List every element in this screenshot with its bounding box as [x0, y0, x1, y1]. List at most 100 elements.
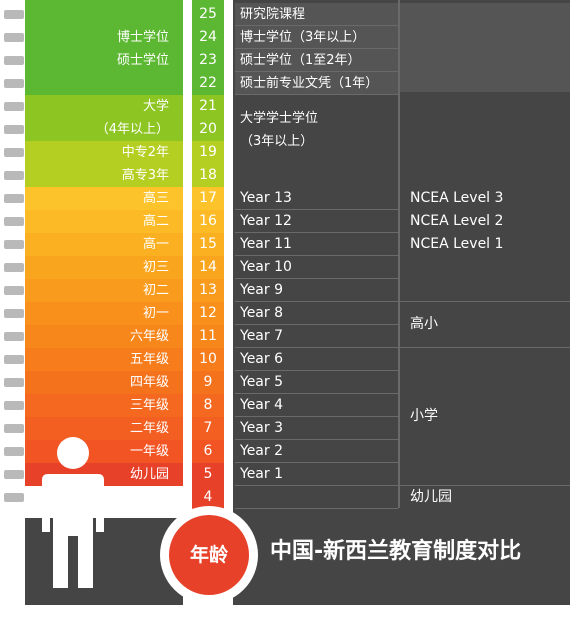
age-value: 5 [203, 466, 213, 482]
china-level-row [25, 0, 183, 26]
tube-segment [192, 95, 224, 118]
nz-level-row [235, 164, 398, 187]
age-value: 24 [199, 29, 217, 45]
tube-segment [192, 394, 224, 417]
nz-level-row: 硕士前专业文凭（1年） [235, 72, 398, 95]
china-level-row: 二年级 [25, 417, 183, 440]
nz-level-row: Year 4 [235, 394, 398, 417]
ruler-tick [4, 401, 24, 410]
age-value: 6 [203, 443, 213, 459]
ruler-tick [4, 309, 24, 318]
ruler-tick [4, 10, 24, 19]
ruler-tick [4, 56, 24, 65]
age-value: 22 [199, 75, 217, 91]
age-value: 19 [199, 144, 217, 160]
age-value: 18 [199, 167, 217, 183]
tube-segment [192, 325, 224, 348]
person-icon [42, 437, 104, 588]
nz-level-row: 研究院课程 [235, 3, 398, 26]
ruler-tick [4, 424, 24, 433]
china-level-row: 高二 [25, 210, 183, 233]
tube-segment [192, 72, 224, 95]
nz-level-row: （3年以上） [240, 134, 314, 149]
nz-level-row: Year 9 [235, 279, 398, 302]
nz-column-divider [398, 0, 400, 508]
nz-level-row: Year 2 [235, 440, 398, 463]
nz-level-row [235, 141, 398, 164]
intermediate-label: 高小 [410, 316, 438, 332]
china-level-row: 大学 [25, 95, 183, 118]
china-level-row: 高专3年 [25, 164, 183, 187]
china-level-row: 初二 [25, 279, 183, 302]
nz-level-row: Year 12 [235, 210, 398, 233]
nz-level-row: 博士学位（3年以上） [235, 26, 398, 49]
nz-level-row: Year 11 [235, 233, 398, 256]
ruler-tick [4, 240, 24, 249]
age-value: 11 [199, 328, 217, 344]
tube-segment [192, 348, 224, 371]
ruler-tick [4, 447, 24, 456]
china-level-row: 初一 [25, 302, 183, 325]
age-value: 14 [199, 259, 217, 275]
ruler-tick [4, 148, 24, 157]
tube-segment [192, 0, 224, 26]
china-level-row: （4年以上） [25, 118, 183, 141]
ruler-tick [4, 332, 24, 341]
china-level-row: 硕士学位 [25, 49, 183, 72]
tube-segment [192, 371, 224, 394]
nz-level-row: Year 1 [235, 463, 398, 486]
ruler-tick [4, 33, 24, 42]
primary-label: 小学 [410, 408, 438, 424]
tube-segment [192, 256, 224, 279]
nz-level-row: Year 10 [235, 256, 398, 279]
ruler-tick [4, 286, 24, 295]
china-level-row: 高三 [25, 187, 183, 210]
china-level-row [25, 72, 183, 95]
tube-segment [192, 210, 224, 233]
ruler-tick [4, 171, 24, 180]
bottom-band [25, 518, 570, 605]
tube-segment [192, 49, 224, 72]
nz-level-row: 硕士学位（1至2年） [235, 49, 398, 72]
ruler-tick [4, 263, 24, 272]
ruler-tick [4, 79, 24, 88]
ncea-level-2: NCEA Level 2 [410, 213, 504, 229]
age-value: 4 [203, 489, 213, 505]
ruler-tick [4, 378, 24, 387]
nz-level-row: 大学学士学位 [240, 111, 319, 126]
ruler-tick [4, 194, 24, 203]
nz-level-row: Year 13 [235, 187, 398, 210]
age-value: 15 [199, 236, 217, 252]
ruler-tick [4, 470, 24, 479]
nz-level-row: Year 7 [235, 325, 398, 348]
ruler-tick [4, 125, 24, 134]
tube-segment [192, 118, 224, 141]
ncea-level-3: NCEA Level 3 [410, 190, 504, 206]
age-value: 25 [199, 6, 217, 22]
tube-segment [192, 279, 224, 302]
intermediate-divider [400, 347, 570, 348]
tube-segment [192, 417, 224, 440]
primary-divider [400, 485, 570, 486]
age-value: 16 [199, 213, 217, 229]
tube-segment [192, 141, 224, 164]
nz-level-row: Year 5 [235, 371, 398, 394]
tube-segment [192, 164, 224, 187]
tube-segment [192, 233, 224, 256]
age-value: 17 [199, 190, 217, 206]
china-level-row: 高一 [25, 233, 183, 256]
china-level-row: 初三 [25, 256, 183, 279]
kindergarten-label: 幼儿园 [410, 489, 452, 505]
china-level-row: 五年级 [25, 348, 183, 371]
tube-segment [192, 187, 224, 210]
age-label: 年龄 [169, 515, 249, 595]
nz-level-row: Year 8 [235, 302, 398, 325]
ruler-tick [4, 217, 24, 226]
age-value: 8 [203, 397, 213, 413]
china-level-row: 博士学位 [25, 26, 183, 49]
nz-group-postgrad-block [400, 3, 570, 92]
nz-level-row: Year 6 [235, 348, 398, 371]
age-value: 10 [199, 351, 217, 367]
nz-level-row: Year 3 [235, 417, 398, 440]
nz-level-row [235, 486, 398, 509]
